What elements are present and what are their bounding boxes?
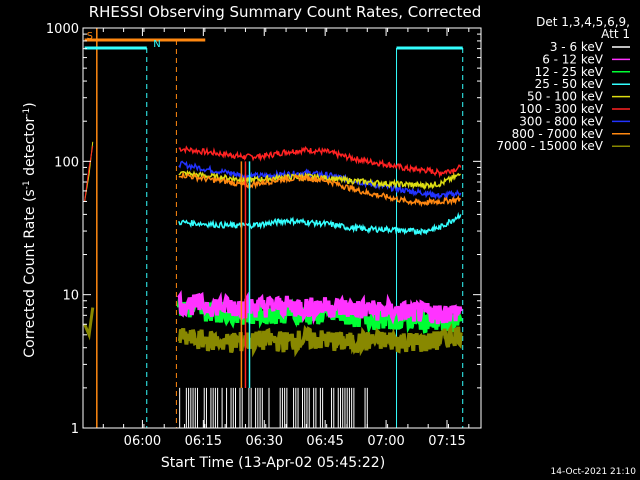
series-line-300-800-kev — [178, 160, 462, 200]
series-line-800-7000-kev — [178, 172, 462, 208]
flag-label-n: N — [153, 39, 160, 50]
legend-label: 300 - 800 keV — [519, 114, 603, 128]
x-tick-label: 06:30 — [246, 434, 283, 449]
x-tick-label: 06:15 — [185, 434, 222, 449]
x-axis-label: Start Time (13-Apr-02 05:45:22) — [161, 455, 385, 471]
series-line-25-50-kev — [178, 211, 462, 236]
legend-label: 7000 - 15000 keV — [496, 139, 603, 153]
plot-area: SN — [83, 28, 464, 428]
plot-frame — [82, 27, 482, 429]
y-axis-label-end: ) — [22, 102, 38, 107]
legend-header-line-1: Det 1,3,4,5,6,9, — [536, 15, 630, 29]
legend-label: 6 - 12 keV — [542, 52, 604, 66]
series-line-6-12-kev — [177, 289, 463, 326]
axis-ticks: 1 10 100 1000 06:00 06:15 06:30 06:45 07:00 07:15 — [46, 22, 481, 449]
series-line-7000-15000-kev — [177, 322, 463, 358]
early-fragment-red — [84, 146, 94, 202]
legend-label: 800 - 7000 keV — [512, 127, 604, 141]
y-axis-label-group: Corrected Count Rate (s-1 detector-1) — [22, 102, 38, 357]
y-tick-label: 1000 — [46, 22, 79, 37]
y-axis-label-mid: detector — [22, 117, 38, 181]
y-axis-label-main: Corrected Count Rate (s — [22, 189, 38, 357]
series-line-100-300-kev — [178, 145, 462, 179]
x-tick-label: 06:45 — [306, 434, 343, 449]
x-tick-label: 07:15 — [428, 434, 465, 449]
chart-title: RHESSI Observing Summary Count Rates, Co… — [89, 3, 482, 21]
x-tick-label: 07:00 — [367, 434, 404, 449]
y-axis-label-exp1: -1 — [22, 180, 32, 189]
y-axis-label-exp2: -1 — [22, 108, 32, 117]
legend-label: 100 - 300 keV — [519, 102, 603, 116]
legend-label: 3 - 6 keV — [550, 40, 604, 54]
early-fragment-olive — [83, 307, 95, 341]
y-tick-label: 10 — [62, 289, 79, 304]
legend-label: 12 - 25 keV — [535, 65, 604, 79]
x-tick-label: 06:00 — [124, 434, 161, 449]
date-stamp: 14-Oct-2021 21:10 — [551, 467, 637, 477]
y-tick-label: 1 — [71, 422, 79, 437]
flag-label-s: S — [87, 31, 93, 42]
legend-label: 25 - 50 keV — [535, 77, 604, 91]
y-axis-label: Corrected Count Rate (s-1 detector-1) — [22, 102, 38, 357]
y-tick-label: 100 — [54, 155, 79, 170]
legend-header-line-2: Att 1 — [601, 27, 630, 41]
legend-label: 50 - 100 keV — [527, 90, 604, 104]
